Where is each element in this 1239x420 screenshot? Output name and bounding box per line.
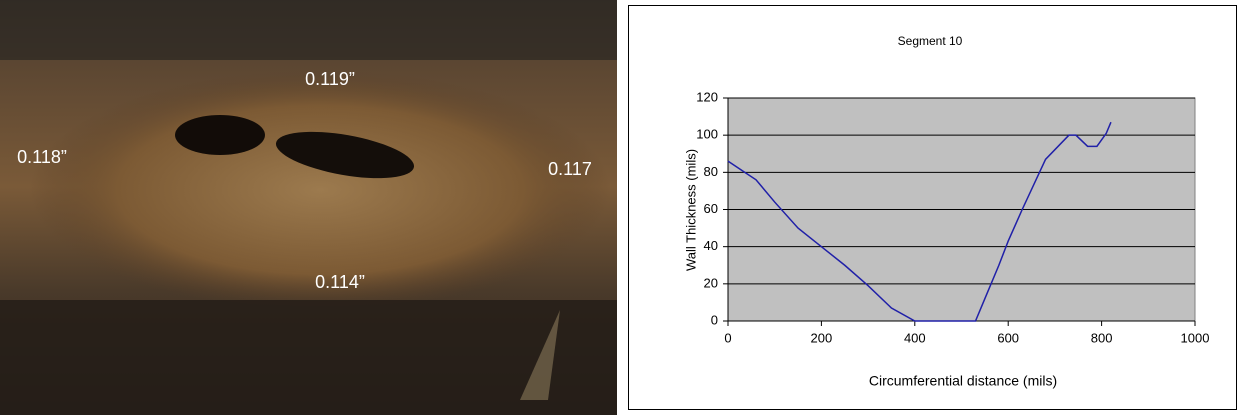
x-tick-label: 600: [997, 330, 1019, 345]
y-tick-label: 100: [696, 127, 718, 142]
x-tick-label: 1000: [1181, 330, 1210, 345]
y-tick-label: 20: [704, 275, 718, 290]
x-tick-label: 400: [904, 330, 926, 345]
photo-label: 0.119”: [305, 69, 355, 89]
y-tick-label: 40: [704, 238, 718, 253]
chart-title: Segment 10: [898, 34, 963, 48]
x-tick-label: 200: [811, 330, 833, 345]
y-tick-label: 80: [704, 164, 718, 179]
photo: [0, 0, 617, 415]
page: 0.119” 0.118” 0.117 0.114” Segment 10 Ci…: [0, 0, 1239, 415]
photo-label: 0.117: [548, 159, 592, 179]
x-tick-label: 800: [1091, 330, 1113, 345]
y-tick-label: 0: [711, 312, 718, 327]
x-tick-label: 0: [724, 330, 731, 345]
y-tick-label: 60: [704, 201, 718, 216]
figure: 0.119” 0.118” 0.117 0.114” Segment 10 Ci…: [0, 0, 1239, 415]
x-axis-label: Circumferential distance (mils): [869, 373, 1057, 389]
y-tick-label: 120: [696, 89, 718, 104]
photo-label: 0.114”: [315, 272, 365, 292]
y-axis-label: Wall Thickness (mils): [683, 149, 698, 271]
photo-label: 0.118”: [17, 147, 67, 167]
